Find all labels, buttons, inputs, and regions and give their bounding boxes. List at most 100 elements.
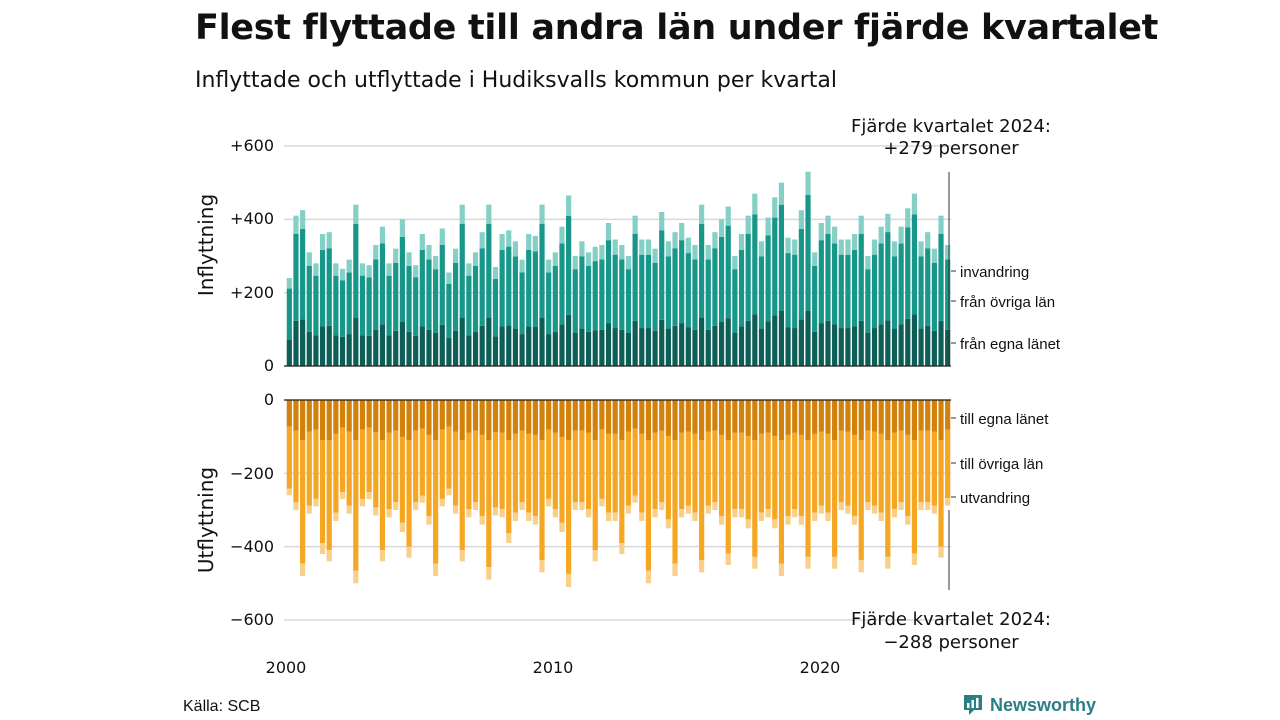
chart-title: Flest flyttade till andra län under fjär… — [195, 8, 1159, 48]
bar-in-invandring-28 — [472, 252, 479, 266]
bar-in-egna-45 — [585, 331, 592, 366]
bar-out-utvandring-74 — [778, 563, 785, 576]
bar-in-ovriga-9 — [346, 272, 352, 335]
bar-in-invandring-6 — [326, 232, 332, 249]
bar-out-egna-10 — [353, 400, 359, 441]
bar-in-egna-16 — [393, 330, 399, 366]
bar-out-utvandring-22 — [433, 563, 439, 576]
bar-in-invandring-87 — [865, 256, 871, 270]
bar-in-invandring-76 — [792, 239, 798, 255]
bar-out-egna-37 — [532, 400, 538, 435]
bar-out-egna-49 — [612, 400, 618, 434]
bar-in-invandring-89 — [878, 226, 884, 244]
bar-in-ovriga-48 — [605, 240, 612, 324]
bar-out-utvandring-73 — [772, 519, 778, 529]
newsworthy-logo[interactable]: Newsworthy — [962, 693, 1096, 717]
bar-out-egna-14 — [379, 400, 386, 441]
bar-out-ovriga-26 — [459, 440, 465, 551]
bar-out-ovriga-85 — [851, 434, 858, 516]
bar-in-egna-11 — [359, 335, 366, 366]
bar-in-ovriga-39 — [546, 272, 552, 335]
bar-in-egna-21 — [426, 329, 432, 366]
bar-in-invandring-71 — [758, 241, 765, 257]
bar-out-utvandring-77 — [798, 515, 804, 525]
bar-out-utvandring-95 — [918, 502, 924, 510]
bar-out-egna-60 — [685, 400, 691, 432]
bar-in-invandring-94 — [911, 193, 918, 215]
bar-out-utvandring-78 — [805, 556, 811, 569]
bar-out-egna-23 — [439, 400, 445, 430]
bar-out-ovriga-16 — [393, 430, 399, 503]
bar-out-egna-42 — [566, 400, 572, 441]
bar-out-egna-70 — [752, 400, 758, 441]
bar-in-egna-19 — [413, 335, 419, 366]
bar-out-egna-75 — [785, 400, 791, 435]
bar-in-invandring-17 — [399, 219, 405, 237]
bar-out-ovriga-60 — [685, 431, 691, 506]
bar-out-egna-2 — [300, 400, 306, 441]
bar-in-invandring-3 — [306, 252, 312, 266]
bar-in-ovriga-54 — [645, 254, 652, 329]
bar-in-invandring-4 — [313, 263, 319, 276]
bar-in-invandring-61 — [692, 245, 698, 260]
bar-out-utvandring-35 — [519, 502, 525, 510]
bar-out-ovriga-63 — [705, 431, 711, 506]
bar-out-ovriga-11 — [359, 429, 366, 499]
bar-out-egna-78 — [805, 400, 811, 441]
bar-in-egna-31 — [492, 336, 499, 366]
bar-in-egna-77 — [798, 319, 804, 366]
bar-in-ovriga-53 — [639, 254, 645, 329]
bar-in-ovriga-20 — [419, 249, 425, 327]
bar-out-ovriga-31 — [492, 432, 499, 508]
bar-out-utvandring-79 — [812, 512, 818, 521]
bar-out-utvandring-51 — [625, 505, 632, 514]
bar-in-invandring-58 — [672, 232, 678, 249]
bar-out-egna-11 — [359, 400, 366, 430]
bar-in-invandring-74 — [778, 182, 785, 205]
bar-in-egna-44 — [579, 328, 585, 366]
bar-in-egna-90 — [885, 320, 891, 366]
bar-out-egna-25 — [452, 400, 459, 432]
bar-in-invandring-26 — [459, 204, 465, 225]
bar-out-utvandring-57 — [665, 519, 671, 529]
bar-out-egna-22 — [433, 400, 439, 441]
bar-in-egna-9 — [346, 334, 352, 366]
bar-out-utvandring-64 — [712, 502, 718, 510]
bar-in-egna-92 — [898, 324, 904, 366]
bar-in-ovriga-57 — [665, 256, 671, 329]
bar-in-invandring-41 — [559, 226, 565, 244]
bar-out-ovriga-4 — [313, 429, 319, 499]
bar-out-utvandring-21 — [426, 515, 432, 525]
bar-in-ovriga-38 — [539, 224, 545, 318]
bar-out-egna-82 — [832, 400, 838, 441]
bar-in-ovriga-87 — [865, 269, 871, 333]
bar-out-ovriga-43 — [572, 430, 578, 503]
bar-in-invandring-9 — [346, 259, 352, 273]
bar-in-invandring-56 — [659, 212, 665, 231]
bar-in-invandring-12 — [366, 265, 372, 278]
bar-out-utvandring-3 — [306, 505, 312, 514]
bar-out-egna-87 — [865, 400, 871, 431]
bar-in-invandring-32 — [499, 234, 505, 250]
bar-out-egna-63 — [705, 400, 711, 432]
bar-out-utvandring-34 — [512, 512, 519, 521]
bar-out-utvandring-46 — [592, 550, 598, 562]
bar-in-invandring-45 — [585, 252, 592, 266]
bar-out-ovriga-66 — [725, 440, 731, 554]
bar-out-utvandring-8 — [339, 492, 346, 499]
bar-in-egna-5 — [319, 326, 326, 366]
bar-in-ovriga-46 — [592, 261, 598, 331]
bar-in-ovriga-79 — [812, 265, 818, 332]
bar-out-egna-51 — [625, 400, 632, 432]
inflow-bars — [286, 171, 951, 366]
bar-out-utvandring-43 — [572, 502, 578, 510]
bar-in-ovriga-85 — [851, 249, 858, 327]
bar-in-invandring-77 — [798, 210, 804, 229]
bar-out-utvandring-30 — [486, 567, 492, 580]
bar-in-ovriga-84 — [845, 254, 851, 329]
bar-in-ovriga-49 — [612, 254, 618, 329]
bar-in-invandring-90 — [885, 213, 891, 233]
bar-out-utvandring-80 — [818, 505, 824, 514]
bar-in-ovriga-27 — [466, 275, 472, 336]
label-till-ovriga-lan: till övriga län — [960, 456, 1043, 473]
